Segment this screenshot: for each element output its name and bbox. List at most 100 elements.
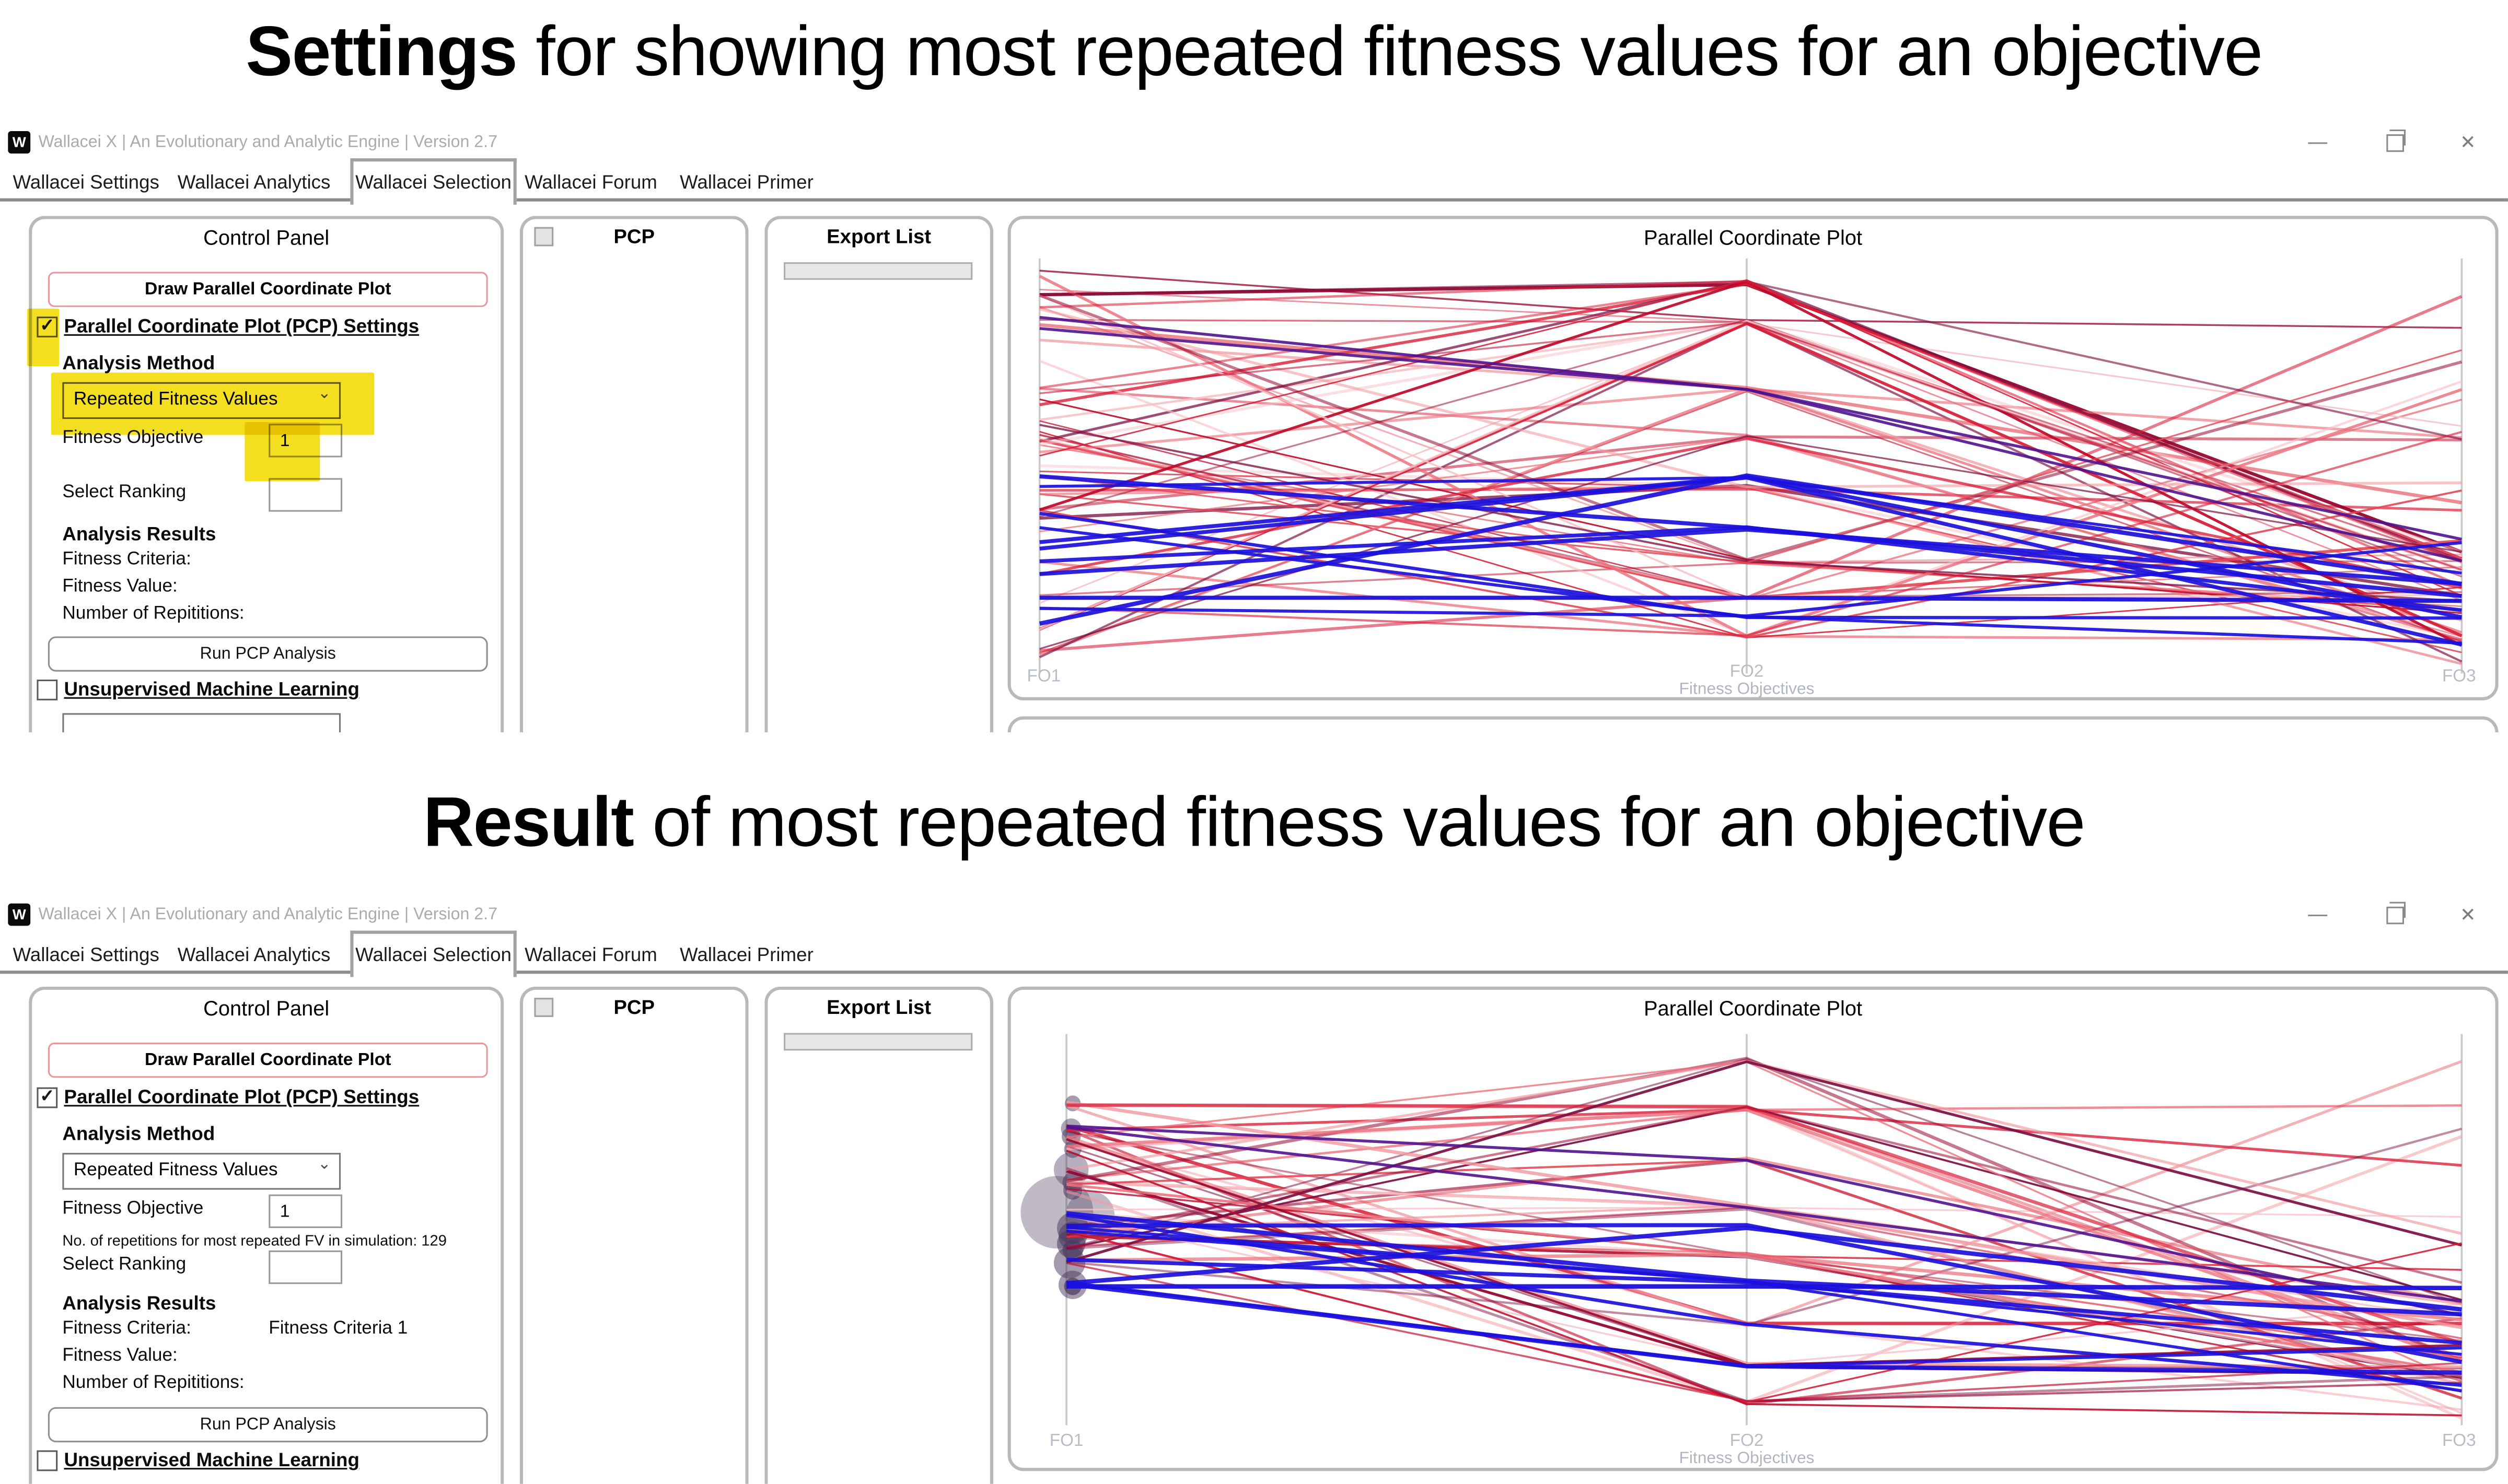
analysis-method-dropdown[interactable]: Repeated Fitness Values ⌄ — [62, 382, 341, 419]
select-ranking-input[interactable] — [269, 1250, 343, 1284]
plot-title: Parallel Coordinate Plot — [1644, 996, 1863, 1021]
window-titlebar: W Wallacei X | An Evolutionary and Analy… — [0, 900, 2508, 932]
pcp-settings-checkbox[interactable]: ✓ — [37, 1087, 58, 1108]
checkmark-icon: ✓ — [40, 317, 55, 336]
restore-button[interactable] — [2374, 902, 2416, 928]
wallacei-window-result: W Wallacei X | An Evolutionary and Analy… — [0, 900, 2508, 1484]
export-list-bar[interactable] — [783, 1033, 973, 1051]
axis-label-fo1: FO1 — [1050, 1431, 1084, 1450]
pcp-panel-checkbox[interactable] — [534, 227, 554, 247]
fitness-criteria-value: Fitness Criteria 1 — [269, 1319, 408, 1339]
tab-wallacei-analytics[interactable]: Wallacei Analytics — [177, 171, 331, 194]
parallel-coordinate-plot: FO1 FO2 Fitness Objectives FO3 — [1027, 258, 2476, 697]
control-panel: Control Panel Draw Parallel Coordinate P… — [27, 216, 504, 733]
fitness-objective-label: Fitness Objective — [62, 1199, 204, 1219]
analysis-results-label: Analysis Results — [62, 523, 216, 545]
analysis-method-label: Analysis Method — [62, 352, 215, 375]
window-title: Wallacei X | An Evolutionary and Analyti… — [38, 133, 497, 152]
pcp-panel: PCP — [519, 216, 749, 733]
control-panel-title: Control Panel — [203, 996, 330, 1021]
analysis-results-label: Analysis Results — [62, 1292, 216, 1315]
close-button[interactable]: ✕ — [2460, 131, 2476, 154]
uml-checkbox[interactable] — [37, 680, 58, 700]
section-title-settings: Settings for showing most repeated fitne… — [246, 13, 2263, 91]
axis-title: Fitness Objectives — [1679, 679, 1814, 697]
tab-wallacei-primer[interactable]: Wallacei Primer — [680, 171, 814, 194]
wallacei-logo-icon: W — [8, 903, 31, 926]
fitness-value-label: Fitness Value: — [62, 1346, 178, 1366]
axis-label-fo3: FO3 — [2442, 1431, 2476, 1450]
uml-label: Unsupervised Machine Learning — [64, 1448, 359, 1471]
pcp-settings-checkbox[interactable]: ✓ — [37, 317, 58, 337]
uml-checkbox[interactable] — [37, 1450, 58, 1471]
analysis-method-dropdown[interactable]: Repeated Fitness Values ⌄ — [62, 1153, 341, 1190]
tab-wallacei-primer[interactable]: Wallacei Primer — [680, 943, 814, 966]
repetitions-note: No. of repetitions for most repeated FV … — [62, 1233, 447, 1251]
restore-button[interactable] — [2374, 129, 2416, 155]
control-panel-title: Control Panel — [203, 225, 330, 250]
chevron-down-icon: ⌄ — [317, 1156, 331, 1174]
uml-label: Unsupervised Machine Learning — [64, 677, 359, 700]
tab-wallacei-settings[interactable]: Wallacei Settings — [13, 943, 159, 966]
window-content: Control Panel Draw Parallel Coordinate P… — [0, 202, 2508, 733]
tab-wallacei-analytics[interactable]: Wallacei Analytics — [177, 943, 331, 966]
analysis-method-label: Analysis Method — [62, 1122, 215, 1145]
export-list-bar[interactable] — [783, 262, 973, 280]
tab-bar: Wallacei Settings Wallacei Analytics Wal… — [0, 930, 2508, 977]
window-titlebar: W Wallacei X | An Evolutionary and Analy… — [0, 128, 2508, 160]
section-title-result: Result of most repeated fitness values f… — [423, 783, 2086, 862]
minimize-button[interactable] — [2297, 130, 2339, 155]
select-ranking-label: Select Ranking — [62, 1255, 187, 1275]
wallacei-window-settings: W Wallacei X | An Evolutionary and Analy… — [0, 127, 2508, 733]
fitness-criteria-label: Fitness Criteria: — [62, 550, 191, 569]
fitness-objective-label: Fitness Objective — [62, 428, 204, 448]
export-list-title: Export List — [827, 225, 932, 248]
pcp-panel-title: PCP — [613, 225, 655, 248]
lower-panel-partial — [1007, 716, 2499, 733]
minimize-icon — [2308, 914, 2328, 916]
parallel-coordinate-plot: FO1 FO2 Fitness Objectives FO3 — [1020, 1034, 2476, 1467]
tab-wallacei-selection[interactable]: Wallacei Selection — [350, 158, 517, 205]
axis-title: Fitness Objectives — [1679, 1448, 1814, 1467]
run-pcp-analysis-button[interactable]: Run PCP Analysis — [48, 1407, 488, 1443]
select-ranking-label: Select Ranking — [62, 483, 187, 503]
axis-label-fo2: FO2 — [1730, 1431, 1764, 1450]
tab-wallacei-forum[interactable]: Wallacei Forum — [525, 171, 657, 194]
fitness-value-label: Fitness Value: — [62, 577, 178, 597]
control-panel: Control Panel Draw Parallel Coordinate P… — [29, 986, 504, 1484]
axis-label-fo1: FO1 — [1027, 666, 1061, 685]
tabbar-divider — [0, 971, 2508, 974]
draw-pcp-button[interactable]: Draw Parallel Coordinate Plot — [48, 272, 488, 307]
fitness-objective-input[interactable] — [269, 424, 343, 458]
draw-pcp-button[interactable]: Draw Parallel Coordinate Plot — [48, 1042, 488, 1078]
plot-panel: Parallel Coordinate Plot FO1 FO2 Fitness… — [1007, 986, 2499, 1471]
export-list-panel: Export List — [764, 986, 994, 1484]
uml-dropdown-partial[interactable] — [62, 713, 341, 733]
tab-wallacei-selection[interactable]: Wallacei Selection — [350, 930, 517, 977]
window-content: Control Panel Draw Parallel Coordinate P… — [0, 972, 2508, 1484]
checkmark-icon: ✓ — [40, 1087, 55, 1107]
pcp-panel-checkbox[interactable] — [534, 998, 554, 1017]
run-pcp-analysis-button[interactable]: Run PCP Analysis — [48, 636, 488, 672]
num-repetitions-label: Number of Repititions: — [62, 1373, 245, 1393]
tab-wallacei-forum[interactable]: Wallacei Forum — [525, 943, 657, 966]
plot-panel: Parallel Coordinate Plot FO1 FO2 Fitness… — [1007, 216, 2499, 700]
axis-label-fo3: FO3 — [2442, 666, 2476, 685]
tab-bar: Wallacei Settings Wallacei Analytics Wal… — [0, 158, 2508, 205]
pcp-panel: PCP — [519, 986, 749, 1484]
tabbar-divider — [0, 198, 2508, 202]
wallacei-logo-icon: W — [8, 131, 31, 154]
fitness-objective-input[interactable] — [269, 1194, 343, 1229]
close-button[interactable]: ✕ — [2460, 903, 2476, 926]
pcp-settings-label: Parallel Coordinate Plot (PCP) Settings — [64, 315, 420, 337]
minimize-icon — [2308, 142, 2328, 144]
window-title: Wallacei X | An Evolutionary and Analyti… — [38, 905, 497, 925]
tab-wallacei-settings[interactable]: Wallacei Settings — [13, 171, 159, 194]
select-ranking-input[interactable] — [269, 478, 343, 512]
minimize-button[interactable] — [2297, 902, 2339, 928]
pcp-panel-title: PCP — [613, 996, 655, 1019]
num-repetitions-label: Number of Repititions: — [62, 604, 245, 624]
axis-label-fo2: FO2 — [1730, 661, 1764, 681]
chevron-down-icon: ⌄ — [317, 385, 331, 403]
